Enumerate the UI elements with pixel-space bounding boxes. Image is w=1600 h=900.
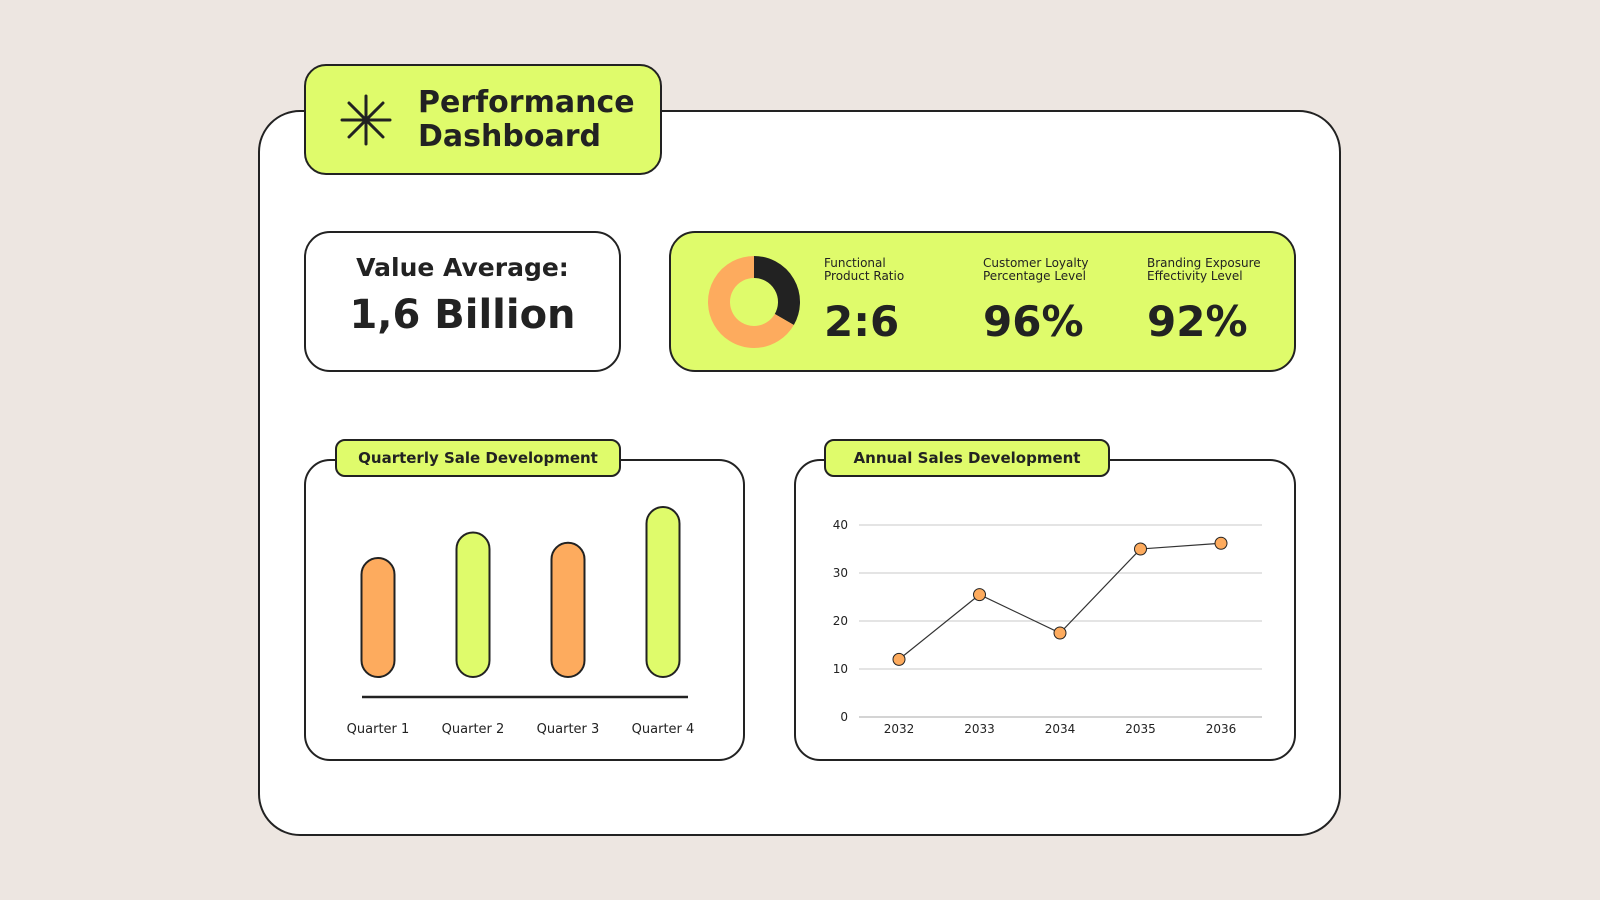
annual-line-chart: 0 10 20 30 40 2032 2033 2034 2035 2036 bbox=[833, 518, 1262, 736]
series-line bbox=[898, 542, 1222, 660]
value-average-label: Value Average: bbox=[356, 253, 569, 282]
x-tick-label: 2035 bbox=[1125, 722, 1156, 736]
data-point bbox=[1053, 626, 1067, 640]
kpi-label-line: Customer Loyalty bbox=[983, 256, 1089, 270]
kpi-label: Branding Exposure Effectivity Level bbox=[1147, 257, 1287, 283]
kpi-label: Functional Product Ratio bbox=[824, 257, 964, 283]
bar-x-label: Quarter 1 bbox=[347, 722, 410, 737]
value-average-value: 1,6 Billion bbox=[349, 292, 576, 338]
y-tick-label: 30 bbox=[833, 566, 848, 580]
kpi-label: Customer Loyalty Percentage Level bbox=[983, 257, 1123, 283]
annual-chart-title: Annual Sales Development bbox=[824, 439, 1110, 477]
kpi-value: 2:6 bbox=[824, 297, 900, 346]
kpi-label-line: Branding Exposure bbox=[1147, 256, 1261, 270]
ratio-donut-chart bbox=[708, 256, 800, 348]
title-line-1: Performance bbox=[418, 84, 635, 120]
donut-slice bbox=[753, 256, 800, 325]
x-tick-label: 2036 bbox=[1206, 722, 1237, 736]
x-tick-label: 2032 bbox=[884, 722, 915, 736]
kpi-label-line: Product Ratio bbox=[824, 269, 905, 283]
bar-x-label: Quarter 3 bbox=[537, 722, 600, 737]
title-tab: Performance Dashboard bbox=[304, 64, 662, 175]
kpi-value: 96% bbox=[983, 297, 1084, 346]
kpi-card: Functional Product Ratio 2:6 Customer Loy… bbox=[669, 231, 1296, 372]
data-point bbox=[1134, 542, 1147, 556]
kpi-functional-product-ratio: Functional Product Ratio 2:6 bbox=[824, 257, 964, 347]
annual-panel: 0 10 20 30 40 2032 2033 2034 2035 2036 bbox=[794, 459, 1296, 761]
y-tick-label: 20 bbox=[833, 614, 848, 628]
bar bbox=[550, 541, 586, 678]
bar-x-label: Quarter 4 bbox=[632, 722, 695, 737]
kpi-label-line: Effectivity Level bbox=[1147, 269, 1243, 283]
x-tick-label: 2034 bbox=[1045, 722, 1076, 736]
data-point bbox=[973, 588, 986, 602]
data-point bbox=[1214, 536, 1228, 550]
kpi-customer-loyalty: Customer Loyalty Percentage Level 96% bbox=[983, 257, 1123, 347]
kpi-label-line: Percentage Level bbox=[983, 269, 1086, 283]
kpi-branding-exposure: Branding Exposure Effectivity Level 92% bbox=[1147, 257, 1287, 347]
y-tick-label: 0 bbox=[840, 710, 848, 724]
y-tick-label: 40 bbox=[833, 518, 848, 532]
x-tick-label: 2033 bbox=[964, 722, 995, 736]
bar-x-label: Quarter 2 bbox=[442, 722, 505, 737]
donut-slice bbox=[708, 256, 794, 348]
bar bbox=[645, 506, 681, 678]
asterisk-icon bbox=[340, 94, 392, 145]
bar bbox=[360, 557, 396, 678]
kpi-label-line: Functional bbox=[824, 256, 886, 270]
kpi-value: 92% bbox=[1147, 297, 1248, 346]
value-average-card: Value Average: 1,6 Billion bbox=[304, 231, 621, 372]
quarterly-panel: Quarter 1 Quarter 2 Quarter 3 Quarter 4 bbox=[304, 459, 745, 761]
bar bbox=[455, 531, 491, 678]
title-line-2: Dashboard bbox=[418, 118, 601, 154]
data-point bbox=[892, 652, 906, 666]
page-title: Performance Dashboard bbox=[418, 84, 635, 154]
quarterly-chart-title: Quarterly Sale Development bbox=[335, 439, 621, 477]
y-tick-label: 10 bbox=[833, 662, 848, 676]
quarterly-bar-chart: Quarter 1 Quarter 2 Quarter 3 Quarter 4 bbox=[347, 506, 695, 737]
